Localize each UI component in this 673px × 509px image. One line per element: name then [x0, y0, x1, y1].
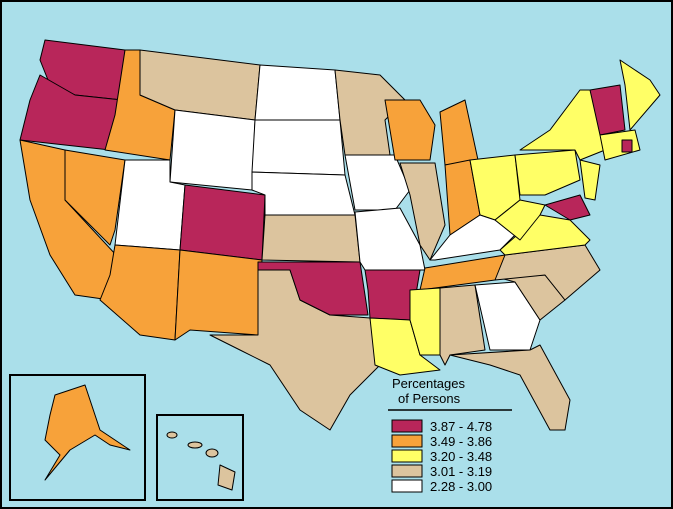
state [179, 184, 266, 261]
legend-swatch [391, 449, 423, 463]
state [384, 99, 436, 161]
state [254, 64, 341, 121]
legend-title: Percentages [392, 376, 465, 391]
state [621, 139, 633, 153]
legend-label: 3.49 - 3.86 [430, 434, 492, 449]
state [251, 119, 346, 176]
state [257, 261, 369, 316]
state [589, 84, 626, 136]
legend-swatch [391, 479, 423, 493]
legend-label: 2.28 - 3.00 [430, 479, 492, 494]
state [619, 59, 661, 131]
state [409, 287, 441, 356]
legend-label: 3.87 - 4.78 [430, 419, 492, 434]
state [261, 214, 361, 263]
state [474, 281, 541, 351]
states [19, 39, 661, 431]
legend-title: of Persons [398, 391, 461, 406]
state [449, 344, 571, 431]
state [579, 159, 601, 201]
hawaii-inset [156, 414, 244, 501]
state [64, 149, 126, 246]
state [334, 69, 406, 156]
state [251, 171, 356, 216]
state [44, 384, 131, 481]
state [544, 194, 591, 221]
legend-swatch [391, 434, 423, 448]
state [344, 154, 411, 211]
state [514, 149, 581, 196]
state [494, 199, 546, 241]
state [169, 109, 256, 191]
state [174, 249, 263, 341]
hawaii [166, 431, 236, 491]
legend-swatch [391, 464, 423, 478]
legend: Percentages of Persons 3.87 - 4.783.49 -… [388, 376, 512, 494]
legend-label: 3.20 - 3.48 [430, 449, 492, 464]
legend-swatch [391, 419, 423, 433]
legend-label: 3.01 - 3.19 [430, 464, 492, 479]
alaska-inset [9, 374, 146, 501]
